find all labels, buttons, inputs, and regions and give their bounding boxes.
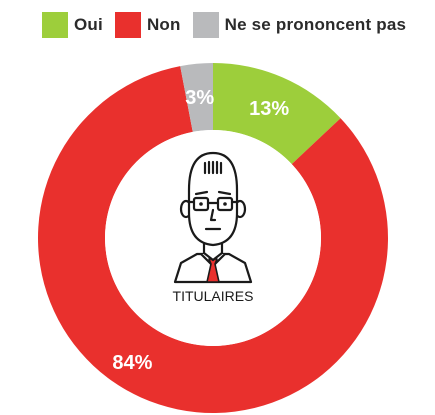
legend-label-oui: Oui [74,15,103,34]
slice-oui [213,63,341,165]
slice-labels: 13% 84% 3% [112,87,289,374]
legend-label-non: Non [146,15,181,34]
center-label: TITULAIRES [173,288,254,304]
chart-legend: Oui Non Ne se prononcent pas [42,12,418,38]
legend-swatch-nsp [192,12,219,38]
legend-item-non: Non [114,12,181,38]
legend-label-nsp: Ne se prononcent pas [224,15,407,34]
legend-item-oui: Oui [42,12,103,38]
slice-non [37,66,388,414]
legend-item-nsp: Ne se prononcent pas [192,12,407,38]
legend-swatch-non [114,12,141,38]
slice-label-oui: 13% [249,98,289,120]
slice-label-ne-se-prononcent-pas: 3% [185,87,214,109]
donut-slices [37,63,388,414]
person-icon [173,151,253,284]
slice-label-non: 84% [112,352,152,374]
legend-swatch-oui [42,12,68,38]
slice-ne-se-prononcent-pas [180,63,213,132]
